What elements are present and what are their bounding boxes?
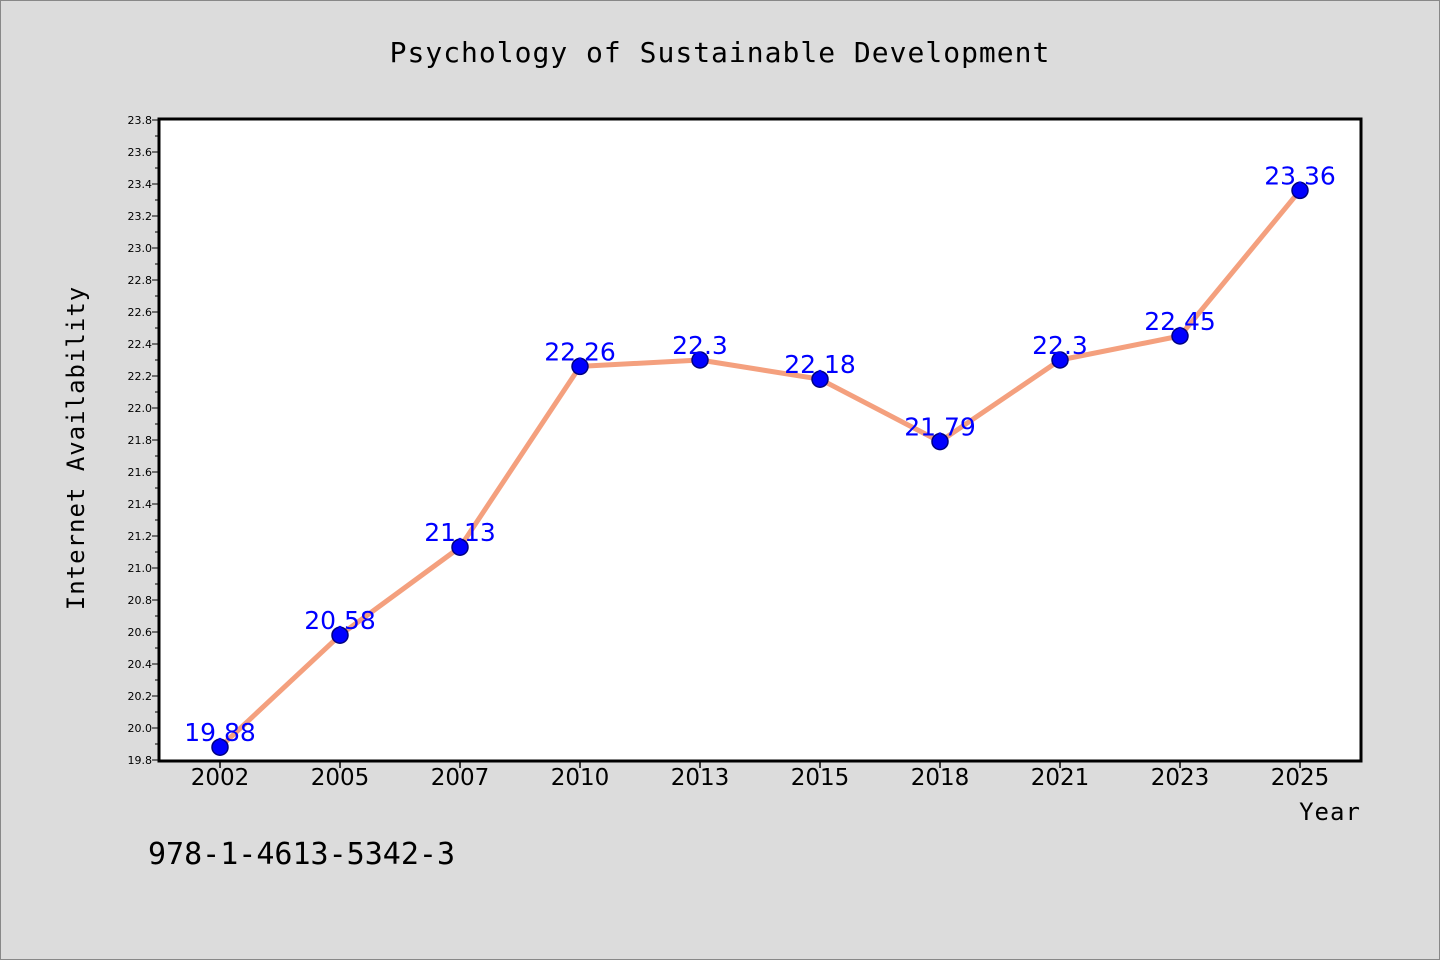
y-tick-label: 22.6 xyxy=(128,306,153,319)
data-label: 23.36 xyxy=(1264,161,1336,190)
data-label: 22.3 xyxy=(672,331,728,360)
x-tick-label: 2018 xyxy=(911,765,970,791)
data-point xyxy=(211,738,229,756)
x-tick-label: 2013 xyxy=(671,765,730,791)
y-tick-label: 20.8 xyxy=(128,594,153,607)
y-tick-label: 23.4 xyxy=(128,178,153,191)
y-tick-label: 21.6 xyxy=(128,466,153,479)
x-tick-label: 2021 xyxy=(1031,765,1090,791)
y-axis-label: Internet Availability xyxy=(62,286,90,610)
y-tick-label: 20.6 xyxy=(128,626,153,639)
data-point xyxy=(691,351,709,369)
x-axis-label: Year xyxy=(1299,798,1361,826)
data-markers xyxy=(211,181,1309,756)
y-tick-label: 22.2 xyxy=(128,370,153,383)
y-tick-label: 21.8 xyxy=(128,434,153,447)
data-label: 22.18 xyxy=(784,350,856,379)
y-tick-label: 20.2 xyxy=(128,690,153,703)
x-tick-label: 2002 xyxy=(191,765,250,791)
chart-title: Psychology of Sustainable Development xyxy=(390,36,1051,69)
data-point xyxy=(571,357,589,376)
isbn-annotation: 978-1-4613-5342-3 xyxy=(148,837,455,872)
data-point xyxy=(1291,181,1309,200)
data-point xyxy=(1171,327,1189,345)
x-tick-label: 2010 xyxy=(551,765,610,791)
x-tick-label: 2007 xyxy=(431,765,490,791)
data-point xyxy=(1051,351,1069,369)
data-labels: 19.88 20.58 21.13 22.26 22.3 22.18 21.79 22.3 22… xyxy=(184,161,1336,747)
y-tick-label: 23.8 xyxy=(128,114,153,127)
data-label: 22.3 xyxy=(1032,331,1088,360)
data-label: 22.26 xyxy=(544,337,616,366)
data-point xyxy=(811,370,829,388)
y-axis: 19.8 20.0 20.2 20.4 20.6 20.8 21.0 21.2 21.4 21.6… xyxy=(128,114,159,767)
data-label: 22.45 xyxy=(1144,307,1216,336)
y-tick-label: 21.4 xyxy=(128,498,153,511)
x-tick-label: 2025 xyxy=(1271,765,1330,791)
data-label: 21.13 xyxy=(424,518,496,547)
x-tick-label: 2005 xyxy=(311,765,370,791)
x-axis: 2002 2005 2007 2010 2013 2015 2018 2021 2023 2025 xyxy=(191,761,1330,791)
y-tick-label: 22.0 xyxy=(128,402,153,415)
x-tick-label: 2015 xyxy=(791,765,850,791)
y-tick-label: 19.8 xyxy=(128,754,153,767)
y-tick-label: 23.2 xyxy=(128,210,153,223)
series-line xyxy=(217,187,1303,750)
y-tick-label: 20.0 xyxy=(128,722,153,735)
y-tick-label: 21.0 xyxy=(128,562,153,575)
y-tick-label: 23.0 xyxy=(128,242,153,255)
data-label: 21.79 xyxy=(904,413,976,442)
data-label: 19.88 xyxy=(184,718,256,747)
y-tick-label: 22.8 xyxy=(128,274,153,287)
y-tick-label: 21.2 xyxy=(128,530,153,543)
y-tick-label: 22.4 xyxy=(128,338,153,351)
data-point xyxy=(331,626,349,644)
y-tick-label: 23.6 xyxy=(128,146,153,159)
plot-area xyxy=(157,117,1363,763)
data-label: 20.58 xyxy=(304,606,376,635)
y-tick-label: 20.4 xyxy=(128,658,153,671)
data-point xyxy=(931,432,949,451)
data-point xyxy=(451,538,469,556)
x-tick-label: 2023 xyxy=(1151,765,1210,791)
